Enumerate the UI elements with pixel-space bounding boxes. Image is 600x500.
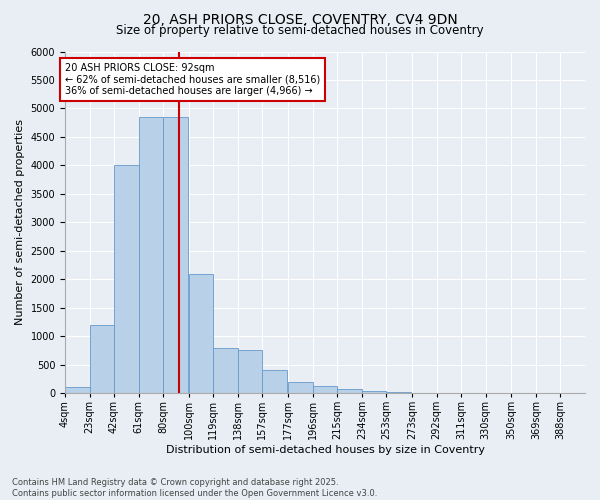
Bar xyxy=(262,370,287,393)
Bar xyxy=(238,350,262,393)
Bar xyxy=(139,117,163,393)
Bar xyxy=(89,325,114,393)
Text: 20 ASH PRIORS CLOSE: 92sqm
← 62% of semi-detached houses are smaller (8,516)
36%: 20 ASH PRIORS CLOSE: 92sqm ← 62% of semi… xyxy=(65,63,320,96)
Bar xyxy=(214,348,238,393)
Bar xyxy=(288,382,313,393)
Text: Size of property relative to semi-detached houses in Coventry: Size of property relative to semi-detach… xyxy=(116,24,484,37)
Bar xyxy=(386,392,411,393)
Text: 20, ASH PRIORS CLOSE, COVENTRY, CV4 9DN: 20, ASH PRIORS CLOSE, COVENTRY, CV4 9DN xyxy=(143,12,457,26)
Text: Contains HM Land Registry data © Crown copyright and database right 2025.
Contai: Contains HM Land Registry data © Crown c… xyxy=(12,478,377,498)
Bar xyxy=(313,386,337,393)
Bar xyxy=(362,391,386,393)
Bar xyxy=(65,388,89,393)
Bar xyxy=(189,274,214,393)
Bar xyxy=(337,388,362,393)
Bar xyxy=(114,166,139,393)
Y-axis label: Number of semi-detached properties: Number of semi-detached properties xyxy=(15,120,25,326)
Bar xyxy=(163,117,188,393)
X-axis label: Distribution of semi-detached houses by size in Coventry: Distribution of semi-detached houses by … xyxy=(166,445,485,455)
